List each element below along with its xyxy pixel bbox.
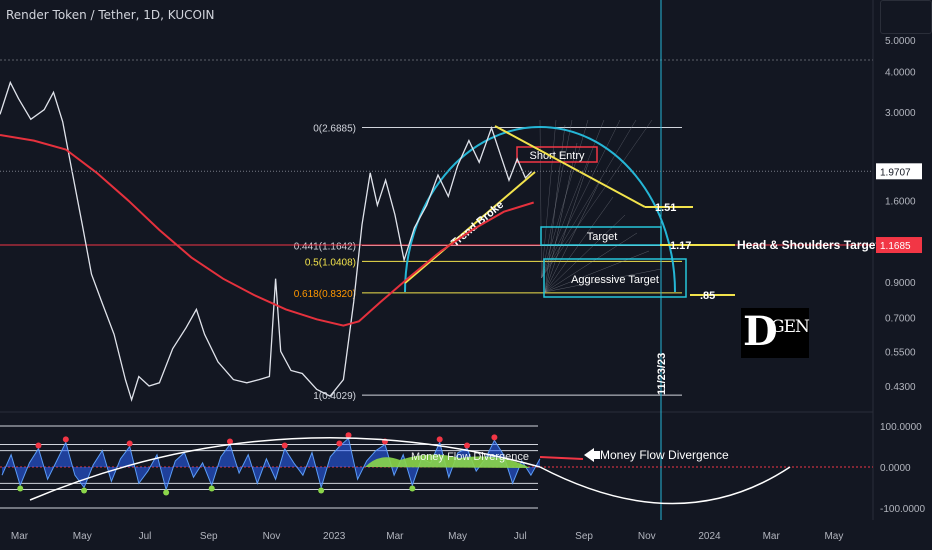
y-tick-label: 3.0000 [885, 108, 916, 119]
x-tick-label: 2024 [698, 531, 721, 542]
money-flow-divergence-overlay: Money Flow Divergence [411, 451, 529, 463]
chart-title: Render Token / Tether, 1D, KUCOIN [6, 8, 215, 22]
osc-signal-dot [17, 485, 24, 492]
x-tick-label: Mar [11, 531, 29, 542]
fib-fan-ray [544, 214, 626, 293]
aggressive-target-box [543, 258, 687, 298]
osc-signal-dot [436, 436, 443, 443]
x-tick-label: Jul [514, 531, 527, 542]
fib-level-label: 1(0.4029) [313, 391, 356, 402]
fib-fan-ray [544, 268, 662, 293]
short-entry-box [516, 146, 598, 163]
fib-level-label: 0.441(1.1642) [294, 242, 356, 253]
fib-fan-ray [541, 119, 637, 279]
y-tick-label: 0.7000 [885, 313, 916, 324]
x-tick-label: May [73, 531, 92, 542]
target-label: Target [587, 231, 618, 243]
y-tick-label: 4.0000 [885, 67, 916, 78]
osc-y-tick-label: 0.0000 [880, 463, 911, 474]
fib-fan-ray [541, 119, 653, 279]
x-tick-label: Sep [200, 531, 218, 542]
moving-average-line [0, 134, 534, 327]
last-price-text: 1.9707 [880, 167, 911, 178]
osc-signal-dot [345, 432, 352, 439]
money-flow-area [365, 454, 530, 468]
osc-signal-dot [226, 438, 233, 445]
osc-y-tick-label: -100.0000 [880, 504, 925, 515]
fib-fan-ray [544, 232, 638, 293]
y-tick-label: 0.5500 [885, 347, 916, 358]
x-tick-label: May [448, 531, 467, 542]
target-level-label: 1.17 [670, 240, 691, 252]
last-price-tag [876, 163, 922, 180]
osc-signal-dot [126, 440, 133, 447]
osc-signal-dot [208, 485, 215, 492]
fib-fan-ray [544, 178, 602, 293]
x-tick-label: Mar [386, 531, 404, 542]
osc-signal-dot [464, 442, 471, 449]
target-level-label: .85 [700, 290, 715, 302]
osc-signal-dot [281, 442, 288, 449]
osc-signal-dot [35, 442, 42, 449]
x-tick-label: May [824, 531, 843, 542]
x-tick-label: Mar [763, 531, 781, 542]
y-tick-label: 0.4300 [885, 382, 916, 393]
osc-signal-dot [491, 434, 498, 441]
osc-signal-dot [163, 489, 170, 496]
osc-y-tick-label: 100.0000 [880, 422, 922, 433]
divergence-pointer [539, 456, 584, 460]
indicator-settings-box[interactable] [880, 0, 932, 34]
money-flow-divergence-label: Money Flow Divergence [600, 448, 729, 462]
osc-signal-dot [409, 485, 416, 492]
osc-curve-left [29, 436, 541, 501]
x-tick-label: Sep [575, 531, 593, 542]
y-tick-label: 5.0000 [885, 36, 916, 47]
osc-signal-dot [62, 436, 69, 443]
osc-line [1, 437, 541, 492]
fib-level-label: 0.618(0.8320) [294, 289, 356, 300]
x-tick-label: Nov [263, 531, 281, 542]
aggressive-target-label: Aggressive Target [571, 274, 659, 286]
time-marker-label: 11/23/23 [656, 353, 668, 395]
hs-price-text: 1.1685 [880, 241, 911, 252]
x-tick-label: 2023 [323, 531, 346, 542]
dgen-logo: D GEN [741, 308, 810, 358]
hs-target-label: Head & Shoulders Target [737, 238, 879, 252]
fib-level-label: 0.5(1.0408) [305, 257, 356, 268]
osc-signal-dot [318, 487, 325, 494]
y-tick-label: 1.6000 [885, 197, 916, 208]
fib-fan-ray [541, 119, 621, 279]
osc-curve-right [539, 466, 791, 505]
target-box [540, 226, 662, 246]
osc-signal-dot [81, 487, 88, 494]
x-tick-label: Nov [638, 531, 656, 542]
y-tick-label: 0.9000 [885, 278, 916, 289]
arrow-icon [584, 448, 600, 462]
osc-signal-dot [336, 440, 343, 447]
target-level-label: 1.51 [655, 202, 676, 214]
price-line [0, 80, 533, 403]
uptrend-line [404, 171, 536, 284]
fib-fan-ray [544, 124, 566, 293]
fib-level-label: 0(2.6885) [313, 124, 356, 135]
hs-price-tag [876, 237, 922, 254]
fib-fan-ray [544, 250, 650, 293]
x-tick-label: Jul [139, 531, 152, 542]
downtrend-line [494, 125, 646, 208]
